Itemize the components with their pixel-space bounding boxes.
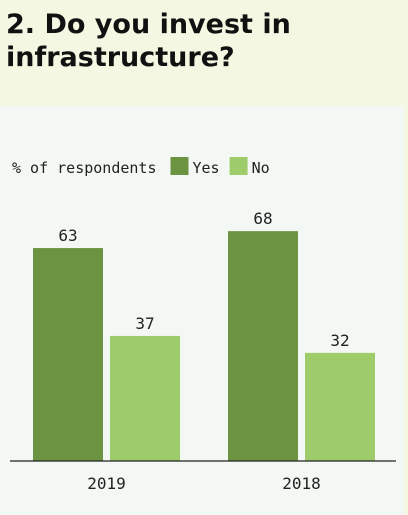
title-band: 2. Do you invest in infrastructure? — [0, 0, 408, 100]
bar-2018-no — [305, 352, 375, 461]
legend-swatch-yes — [170, 157, 189, 175]
value-label-2018-no: 32 — [330, 331, 349, 350]
bar-2019-no — [110, 335, 180, 461]
legend-swatch-no — [229, 157, 248, 175]
x-tick-2018: 2018 — [282, 474, 321, 493]
x-axis-ticks: 2019 2018 — [87, 474, 321, 493]
legend: % of respondents Yes No — [12, 157, 270, 177]
y-axis-label: % of respondents — [12, 159, 157, 177]
bars: 63 37 68 32 — [33, 209, 375, 461]
value-label-2018-yes: 68 — [253, 209, 272, 228]
value-label-2019-no: 37 — [135, 314, 154, 333]
x-tick-2019: 2019 — [87, 474, 126, 493]
page-title: 2. Do you invest in infrastructure? — [6, 9, 291, 73]
legend-label-no: No — [252, 159, 270, 177]
value-label-2019-yes: 63 — [58, 226, 77, 245]
legend-label-yes: Yes — [193, 159, 220, 177]
bar-2019-yes — [33, 248, 103, 461]
bar-2018-yes — [228, 231, 298, 461]
